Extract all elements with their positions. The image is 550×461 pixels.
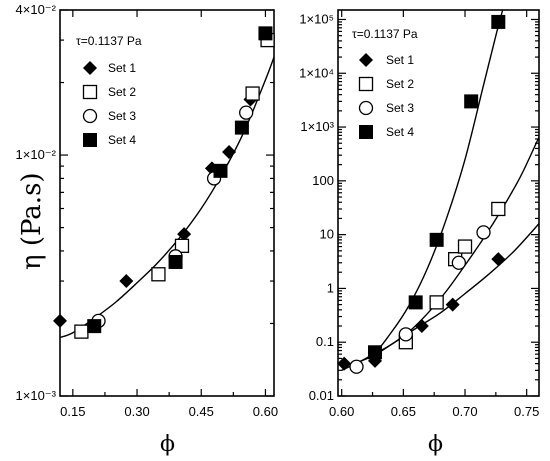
legend-label-set-1: Set 1 (386, 53, 414, 67)
legend-marker-set-2 (82, 84, 98, 100)
y-axis-label-text: η (Pa.s) (17, 172, 47, 270)
right-data-points (337, 14, 506, 374)
y-tick-label: 1×10⁻² (16, 147, 57, 162)
legend-label-set-2: Set 2 (108, 85, 136, 99)
data-point-set-2 (151, 267, 166, 282)
left-fit-curves (60, 56, 274, 339)
data-point-set-4 (258, 26, 273, 41)
legend-label-set-4: Set 4 (386, 125, 414, 139)
legend-label-set-1: Set 1 (108, 61, 136, 75)
data-point-set-4 (491, 14, 506, 29)
right-x-axis-label: ϕ (428, 432, 443, 457)
data-point-set-3 (398, 327, 413, 342)
data-point-set-1 (222, 144, 237, 159)
x-tick-label: 0.30 (124, 404, 149, 419)
x-tick-label: 0.65 (391, 404, 416, 419)
fit-curve-2 (353, 136, 539, 365)
left-x-axis-label: ϕ (160, 432, 175, 457)
legend-marker-set-3 (358, 100, 374, 116)
data-point-set-4 (213, 163, 228, 178)
left-ticks: 0.15 0.30 0.45 0.60 1×10⁻³ 1×10⁻² 4×10⁻² (16, 2, 279, 419)
legend-marker-set-1 (83, 61, 97, 75)
y-tick-label: 100 (312, 173, 334, 188)
left-data-points (53, 26, 275, 339)
right-ticks: 0.60 0.65 0.70 0.75 0.01 0.1 1 10 100 1×10³ 1×10⁴ 1… (299, 10, 539, 419)
data-point-set-3 (239, 105, 254, 120)
data-point-set-1 (491, 252, 506, 267)
y-axis-label: η (Pa.s) (17, 172, 47, 270)
x-tick-label: 0.45 (189, 404, 214, 419)
data-point-set-1 (414, 319, 429, 334)
right-annotation: τ=0.1137 Pa (352, 27, 418, 41)
data-point-set-1 (119, 274, 134, 289)
legend-marker-set-2 (358, 76, 374, 92)
data-point-set-3 (349, 359, 364, 374)
y-tick-label: 0.01 (309, 388, 334, 403)
data-point-set-2 (74, 324, 89, 339)
data-point-set-4 (87, 319, 102, 334)
data-point-set-3 (451, 255, 466, 270)
legend-label-set-4: Set 4 (108, 133, 136, 147)
y-tick-label: 1×10⁵ (299, 11, 334, 26)
left-legend: Set 1 Set 2 Set 3 Set 4 (82, 61, 136, 147)
legend-marker-set-4 (83, 133, 97, 147)
left-annotation: τ=0.1137 Pa (76, 34, 142, 48)
right-panel: 0.60 0.65 0.70 0.75 0.01 0.1 1 10 100 1×10³ 1×10⁴ 1… (299, 9, 540, 457)
fit-curve-1 (60, 56, 274, 339)
data-point-set-1 (337, 356, 352, 371)
x-tick-label: 0.60 (253, 404, 278, 419)
y-tick-label: 1 (327, 280, 334, 295)
y-tick-label: 1×10³ (300, 119, 334, 134)
x-tick-label: 0.70 (452, 404, 477, 419)
data-point-set-2 (174, 238, 190, 253)
data-point-set-1 (53, 313, 67, 328)
right-legend: Set 1 Set 2 Set 3 Set 4 (358, 53, 414, 139)
y-tick-label: 4×10⁻² (16, 2, 57, 17)
right-plot-frame (337, 9, 540, 397)
y-tick-label: 1×10⁻³ (16, 388, 57, 403)
legend-label-set-2: Set 2 (386, 77, 414, 91)
legend-marker-set-4 (359, 125, 373, 139)
legend-marker-set-3 (82, 108, 98, 124)
legend-label-set-3: Set 3 (108, 109, 136, 123)
x-tick-label: 0.15 (60, 404, 85, 419)
data-point-set-1 (177, 227, 192, 242)
data-point-set-2 (457, 239, 473, 254)
data-point-set-2 (245, 86, 260, 101)
data-point-set-4 (429, 232, 444, 247)
data-point-set-1 (445, 297, 460, 312)
y-tick-label: 10 (320, 227, 334, 242)
y-tick-label: 1×10⁴ (299, 65, 334, 80)
fit-curve-3 (366, 223, 539, 360)
legend-label-set-3: Set 3 (386, 101, 414, 115)
x-tick-label: 0.60 (329, 404, 354, 419)
left-panel: 0.15 0.30 0.45 0.60 1×10⁻³ 1×10⁻² 4×10⁻² τ=0.1… (16, 2, 279, 457)
data-point-set-2 (429, 295, 444, 310)
y-tick-label: 0.1 (316, 334, 334, 349)
left-plot-frame (59, 9, 275, 397)
data-point-set-4 (464, 94, 479, 109)
data-point-set-4 (234, 120, 249, 135)
legend-marker-set-1 (359, 53, 373, 67)
data-point-set-4 (168, 254, 183, 269)
x-tick-label: 0.75 (514, 404, 539, 419)
data-point-set-4 (367, 345, 382, 360)
data-point-set-2 (491, 201, 506, 217)
data-point-set-4 (408, 295, 423, 310)
data-point-set-3 (476, 225, 491, 240)
